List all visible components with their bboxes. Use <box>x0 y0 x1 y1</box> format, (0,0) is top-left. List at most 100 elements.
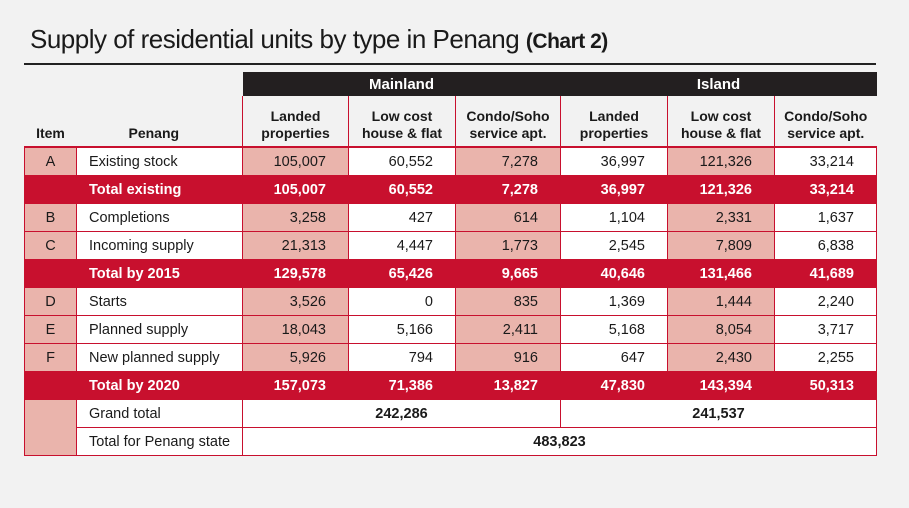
value-cell: 36,997 <box>560 175 668 204</box>
title-rule <box>24 63 876 65</box>
value-cell: 60,552 <box>348 175 456 204</box>
value-cell: 5,168 <box>560 315 668 344</box>
group-header-blank <box>25 72 243 96</box>
value-cell: 131,466 <box>667 259 775 288</box>
total-row: Total by 2020 157,073 71,386 13,827 47,830 14… <box>24 371 877 400</box>
value-cell: 18,043 <box>242 315 349 344</box>
row-label: Starts <box>76 287 243 316</box>
item-cell: B <box>24 203 77 232</box>
value-cell: 41,689 <box>774 259 877 288</box>
item-cell: C <box>24 231 77 260</box>
value-cell: 7,278 <box>455 147 561 176</box>
item-cell: A <box>24 147 77 176</box>
table-row: A Existing stock 105,007 60,552 7,278 36,997 1… <box>24 147 877 176</box>
value-cell: 916 <box>455 343 561 372</box>
col-header-mainland-lowcost: Low cost house & flat <box>348 96 456 148</box>
value-cell: 121,326 <box>667 147 775 176</box>
group-header-mainland: Mainland <box>242 72 561 96</box>
chart-title: Supply of residential units by type in P… <box>30 24 608 55</box>
value-cell: 1,773 <box>455 231 561 260</box>
group-header-island: Island <box>560 72 877 96</box>
value-cell: 7,809 <box>667 231 775 260</box>
value-cell: 794 <box>348 343 456 372</box>
value-cell: 1,369 <box>560 287 668 316</box>
value-cell: 8,054 <box>667 315 775 344</box>
supply-table: Mainland Island Item Penang Landed proper… <box>24 72 877 456</box>
value-cell: 3,526 <box>242 287 349 316</box>
item-cell: E <box>24 315 77 344</box>
grand-total-item-cell <box>24 399 77 456</box>
value-cell: 3,717 <box>774 315 877 344</box>
value-cell: 2,255 <box>774 343 877 372</box>
value-cell: 9,665 <box>455 259 561 288</box>
value-cell: 2,545 <box>560 231 668 260</box>
row-label: Total by 2015 <box>76 259 243 288</box>
col-header-island-lowcost: Low cost house & flat <box>667 96 775 148</box>
item-cell: D <box>24 287 77 316</box>
value-cell: 33,214 <box>774 147 877 176</box>
row-label: New planned supply <box>76 343 243 372</box>
item-cell <box>24 371 77 400</box>
state-total-value: 483,823 <box>242 427 877 456</box>
grand-total-label: Grand total <box>76 399 243 428</box>
group-header-row: Mainland Island <box>25 72 877 96</box>
table-row: D Starts 3,526 0 835 1,369 1,444 2,240 <box>24 287 877 316</box>
value-cell: 5,926 <box>242 343 349 372</box>
table-row: F New planned supply 5,926 794 916 647 2,430 2,… <box>24 343 877 372</box>
grand-total-row: Grand total 242,286 241,537 <box>24 399 877 456</box>
value-cell: 647 <box>560 343 668 372</box>
table-body: A Existing stock 105,007 60,552 7,278 36,997 1… <box>24 147 877 456</box>
col-header-penang: Penang <box>76 96 243 148</box>
row-label: Existing stock <box>76 147 243 176</box>
col-header-island-landed: Landed properties <box>560 96 668 148</box>
value-cell: 71,386 <box>348 371 456 400</box>
value-cell: 4,447 <box>348 231 456 260</box>
value-cell: 3,258 <box>242 203 349 232</box>
value-cell: 2,331 <box>667 203 775 232</box>
value-cell: 1,104 <box>560 203 668 232</box>
col-header-island-condo: Condo/Soho service apt. <box>774 96 877 148</box>
value-cell: 129,578 <box>242 259 349 288</box>
value-cell: 143,394 <box>667 371 775 400</box>
value-cell: 2,240 <box>774 287 877 316</box>
row-label: Total existing <box>76 175 243 204</box>
value-cell: 1,444 <box>667 287 775 316</box>
value-cell: 65,426 <box>348 259 456 288</box>
grand-total-mainland: 242,286 <box>242 399 561 428</box>
value-cell: 105,007 <box>242 147 349 176</box>
value-cell: 7,278 <box>455 175 561 204</box>
value-cell: 21,313 <box>242 231 349 260</box>
total-row: Total by 2015 129,578 65,426 9,665 40,646 131… <box>24 259 877 288</box>
item-cell <box>24 259 77 288</box>
value-cell: 835 <box>455 287 561 316</box>
value-cell: 427 <box>348 203 456 232</box>
value-cell: 6,838 <box>774 231 877 260</box>
grand-total-island: 241,537 <box>560 399 877 428</box>
item-cell <box>24 175 77 204</box>
state-total-label: Total for Penang state <box>76 427 243 456</box>
value-cell: 121,326 <box>667 175 775 204</box>
row-label: Total by 2020 <box>76 371 243 400</box>
state-total-row: Total for Penang state 483,823 <box>25 427 877 456</box>
value-cell: 33,214 <box>774 175 877 204</box>
total-row: Total existing 105,007 60,552 7,278 36,997 12… <box>24 175 877 204</box>
table-row: B Completions 3,258 427 614 1,104 2,331 1,637 <box>24 203 877 232</box>
table-row: C Incoming supply 21,313 4,447 1,773 2,545 7,8… <box>24 231 877 260</box>
value-cell: 157,073 <box>242 371 349 400</box>
value-cell: 0 <box>348 287 456 316</box>
value-cell: 2,411 <box>455 315 561 344</box>
column-header-row: Item Penang Landed properties Low cost hou… <box>24 96 877 148</box>
col-header-mainland-landed: Landed properties <box>242 96 349 148</box>
row-label: Planned supply <box>76 315 243 344</box>
value-cell: 36,997 <box>560 147 668 176</box>
table-row: E Planned supply 18,043 5,166 2,411 5,168 8,05… <box>24 315 877 344</box>
item-cell: F <box>24 343 77 372</box>
value-cell: 40,646 <box>560 259 668 288</box>
col-header-item: Item <box>24 96 77 148</box>
value-cell: 13,827 <box>455 371 561 400</box>
value-cell: 5,166 <box>348 315 456 344</box>
value-cell: 47,830 <box>560 371 668 400</box>
value-cell: 105,007 <box>242 175 349 204</box>
value-cell: 614 <box>455 203 561 232</box>
value-cell: 60,552 <box>348 147 456 176</box>
